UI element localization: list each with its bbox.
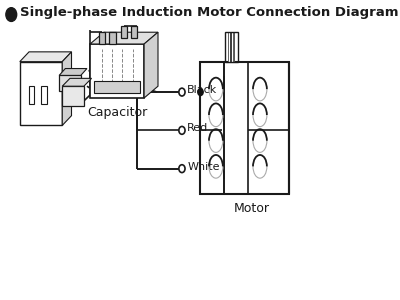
Bar	[94, 81, 140, 93]
Polygon shape	[90, 32, 158, 44]
Polygon shape	[62, 52, 72, 125]
Bar	[109, 32, 116, 44]
Bar	[131, 26, 137, 38]
Polygon shape	[144, 32, 158, 98]
Bar	[29, 86, 34, 104]
Text: Motor: Motor	[234, 202, 270, 215]
Bar	[99, 32, 106, 44]
Circle shape	[198, 89, 203, 95]
Circle shape	[179, 165, 185, 172]
Bar	[200, 62, 288, 194]
Circle shape	[179, 88, 185, 96]
Bar	[20, 62, 62, 125]
Text: Red: Red	[187, 123, 208, 134]
Bar	[90, 44, 144, 98]
Text: White: White	[187, 162, 220, 172]
Polygon shape	[20, 52, 72, 62]
Circle shape	[179, 126, 185, 134]
Bar	[41, 86, 47, 104]
Polygon shape	[62, 78, 92, 86]
Polygon shape	[59, 68, 87, 75]
Bar	[62, 86, 84, 106]
Text: Single-phase Induction Motor Connection Diagram: Single-phase Induction Motor Connection …	[20, 6, 398, 19]
Bar	[225, 32, 238, 62]
Bar	[121, 26, 127, 38]
Text: Capacitor: Capacitor	[87, 106, 147, 119]
Circle shape	[6, 8, 17, 21]
Text: Black: Black	[187, 85, 218, 95]
Bar	[59, 75, 81, 91]
